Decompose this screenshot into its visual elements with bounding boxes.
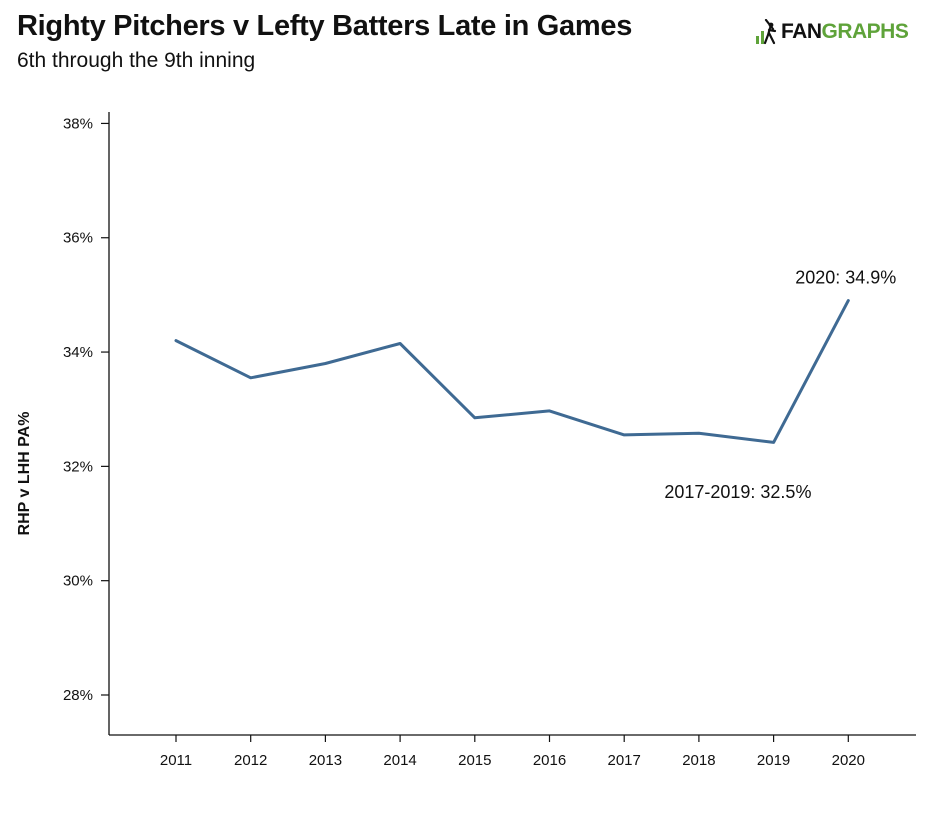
- x-tick-label: 2019: [757, 752, 790, 769]
- x-tick-label: 2015: [458, 752, 491, 769]
- annotation-2017-2019: 2017-2019: 32.5%: [664, 482, 811, 502]
- fangraphs-logo-icon: [756, 19, 777, 45]
- annotation-2020: 2020: 34.9%: [795, 268, 896, 288]
- x-tick-label: 2020: [832, 752, 865, 769]
- x-tick-label: 2014: [383, 752, 416, 769]
- y-tick-label: 38%: [63, 115, 93, 132]
- x-tick-label: 2018: [682, 752, 715, 769]
- fangraphs-logo: FAN GRAPHS: [755, 18, 909, 46]
- y-axis-title: RHP v LHH PA%: [16, 412, 33, 536]
- y-tick-label: 32%: [63, 458, 93, 475]
- logo-text-fan: FAN: [781, 20, 822, 43]
- chart-title: Righty Pitchers v Lefty Batters Late in …: [17, 10, 633, 42]
- y-tick-label: 30%: [63, 573, 93, 590]
- y-tick-label: 34%: [63, 344, 93, 361]
- y-tick-label: 36%: [63, 230, 93, 247]
- x-tick-label: 2013: [309, 752, 342, 769]
- x-tick-label: 2012: [234, 752, 267, 769]
- logo-text-graphs: GRAPHS: [821, 20, 909, 43]
- series-line: [174, 299, 850, 444]
- y-tick-label: 28%: [63, 687, 93, 704]
- x-tick-label: 2017: [608, 752, 641, 769]
- chart-subtitle: 6th through the 9th inning: [17, 49, 256, 72]
- x-tick-label: 2011: [160, 752, 192, 769]
- x-tick-label: 2016: [533, 752, 566, 769]
